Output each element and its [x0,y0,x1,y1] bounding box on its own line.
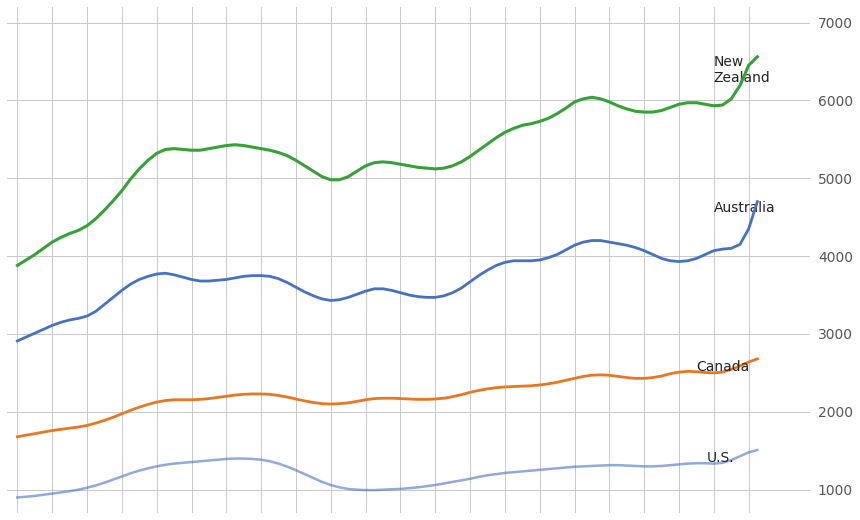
Text: New
Zealand: New Zealand [714,55,771,85]
Text: Australia: Australia [714,201,776,215]
Text: Canada: Canada [697,360,750,374]
Text: U.S.: U.S. [707,451,734,465]
